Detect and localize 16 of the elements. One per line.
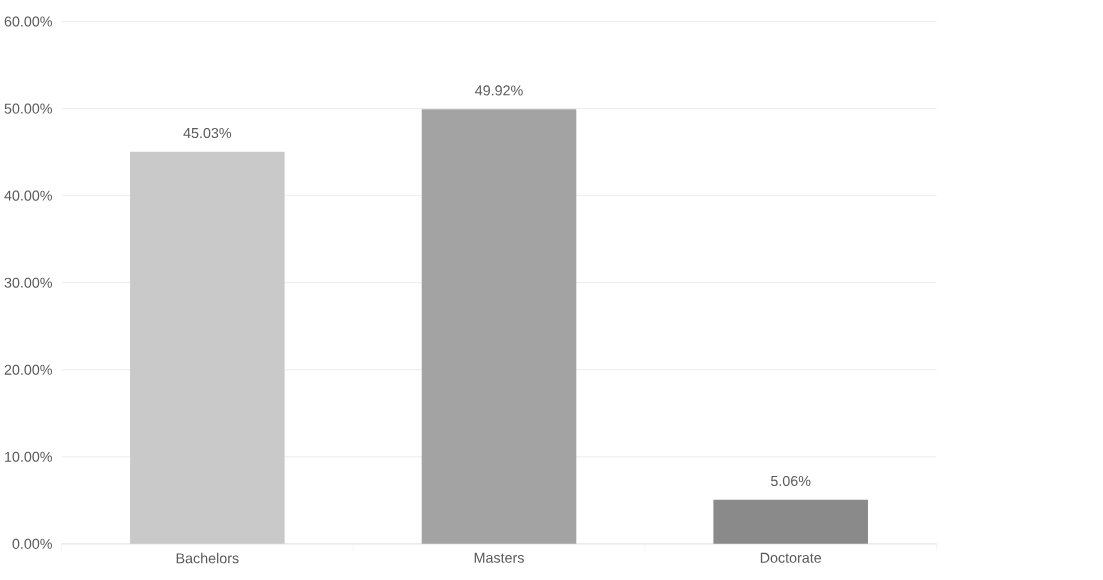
x-tick-label: Masters	[474, 552, 524, 563]
data-label: 45.03%	[183, 128, 232, 139]
data-label: 49.92%	[475, 85, 523, 96]
x-tick-label: Bachelors	[176, 552, 239, 564]
y-tick-label: 30.00%	[4, 277, 52, 288]
y-tick-label: 10.00%	[5, 451, 52, 462]
y-tick-label: 50.00%	[4, 103, 52, 114]
data-label: 5.06%	[770, 476, 811, 487]
y-tick-label: 20.00%	[4, 364, 52, 375]
y-tick-label: 40.00%	[4, 190, 52, 201]
x-tick-label: Doctorate	[760, 552, 822, 563]
y-tick-label: 60.00%	[4, 16, 52, 27]
y-tick-label: 0.00%	[12, 538, 52, 550]
bar	[130, 151, 285, 544]
bar	[421, 109, 577, 544]
bar	[713, 499, 868, 544]
